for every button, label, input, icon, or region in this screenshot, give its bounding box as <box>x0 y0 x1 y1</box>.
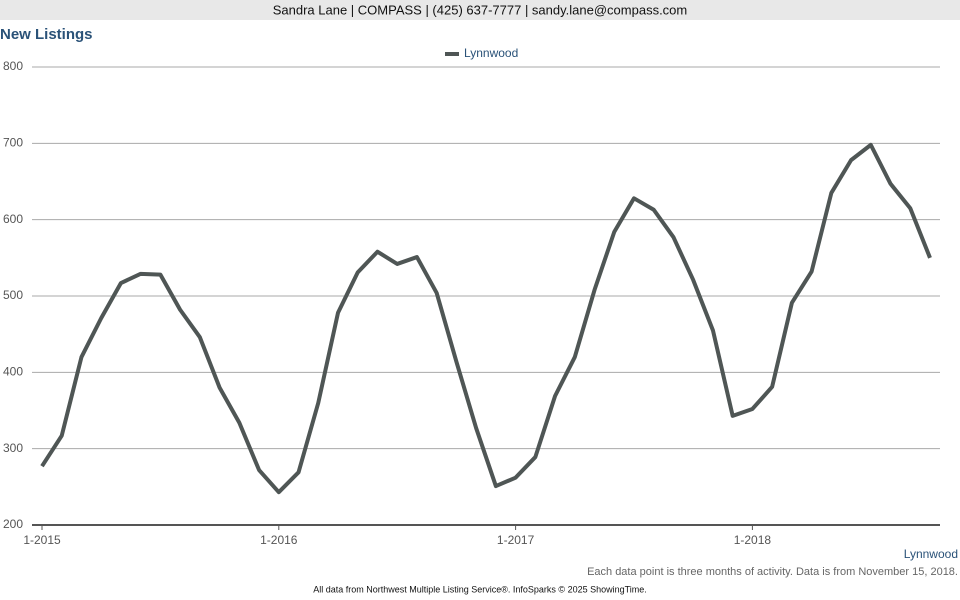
y-tick-label: 200 <box>3 517 23 531</box>
header-bar <box>0 0 960 20</box>
x-tick-label: 1-2015 <box>23 533 61 547</box>
y-tick-label: 700 <box>3 136 23 150</box>
y-tick-label: 800 <box>3 59 23 73</box>
y-tick-label: 300 <box>3 441 23 455</box>
legend-label: Lynnwood <box>464 46 518 60</box>
x-tick-label: 1-2017 <box>497 533 535 547</box>
x-tick-label: 1-2016 <box>260 533 298 547</box>
region-label: Lynnwood <box>904 547 958 561</box>
y-tick-label: 500 <box>3 288 23 302</box>
chart-title: New Listings <box>0 26 93 43</box>
header: Sandra Lane | COMPASS | (425) 637-7777 |… <box>273 2 688 17</box>
y-tick-label: 600 <box>3 212 23 226</box>
source: All data from Northwest Multiple Listing… <box>313 584 647 594</box>
note: Each data point is three months of activ… <box>587 566 958 578</box>
line <box>40 142 932 495</box>
x-tick-label: 1-2018 <box>734 533 772 547</box>
y-tick-label: 400 <box>3 365 23 379</box>
